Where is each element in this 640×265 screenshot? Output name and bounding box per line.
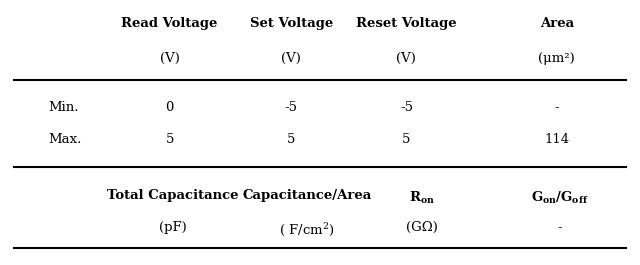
Text: Area: Area bbox=[540, 17, 574, 30]
Text: (V): (V) bbox=[396, 52, 417, 65]
Text: G$_{\mathregular{on}}$/G$_{\mathregular{off}}$: G$_{\mathregular{on}}$/G$_{\mathregular{… bbox=[531, 189, 589, 206]
Text: R$_{\mathregular{on}}$: R$_{\mathregular{on}}$ bbox=[410, 189, 435, 206]
Text: -: - bbox=[554, 101, 559, 114]
Text: Max.: Max. bbox=[48, 132, 81, 146]
Text: -5: -5 bbox=[400, 101, 413, 114]
Text: Capacitance/Area: Capacitance/Area bbox=[243, 189, 372, 202]
Text: ( F/cm$^{\mathregular{2}}$): ( F/cm$^{\mathregular{2}}$) bbox=[280, 221, 335, 238]
Text: (pF): (pF) bbox=[159, 221, 187, 234]
Text: 5: 5 bbox=[165, 132, 174, 146]
Text: (GΩ): (GΩ) bbox=[406, 221, 438, 234]
Text: -: - bbox=[557, 221, 563, 234]
Text: 5: 5 bbox=[287, 132, 296, 146]
Text: (V): (V) bbox=[159, 52, 180, 65]
Text: Reset Voltage: Reset Voltage bbox=[356, 17, 457, 30]
Text: 0: 0 bbox=[165, 101, 174, 114]
Text: Set Voltage: Set Voltage bbox=[250, 17, 333, 30]
Text: -5: -5 bbox=[285, 101, 298, 114]
Text: Total Capacitance: Total Capacitance bbox=[107, 189, 239, 202]
Text: 114: 114 bbox=[544, 132, 570, 146]
Text: (V): (V) bbox=[281, 52, 301, 65]
Text: 5: 5 bbox=[402, 132, 411, 146]
Text: Read Voltage: Read Voltage bbox=[122, 17, 218, 30]
Text: Min.: Min. bbox=[48, 101, 79, 114]
Text: (μm²): (μm²) bbox=[538, 52, 575, 65]
